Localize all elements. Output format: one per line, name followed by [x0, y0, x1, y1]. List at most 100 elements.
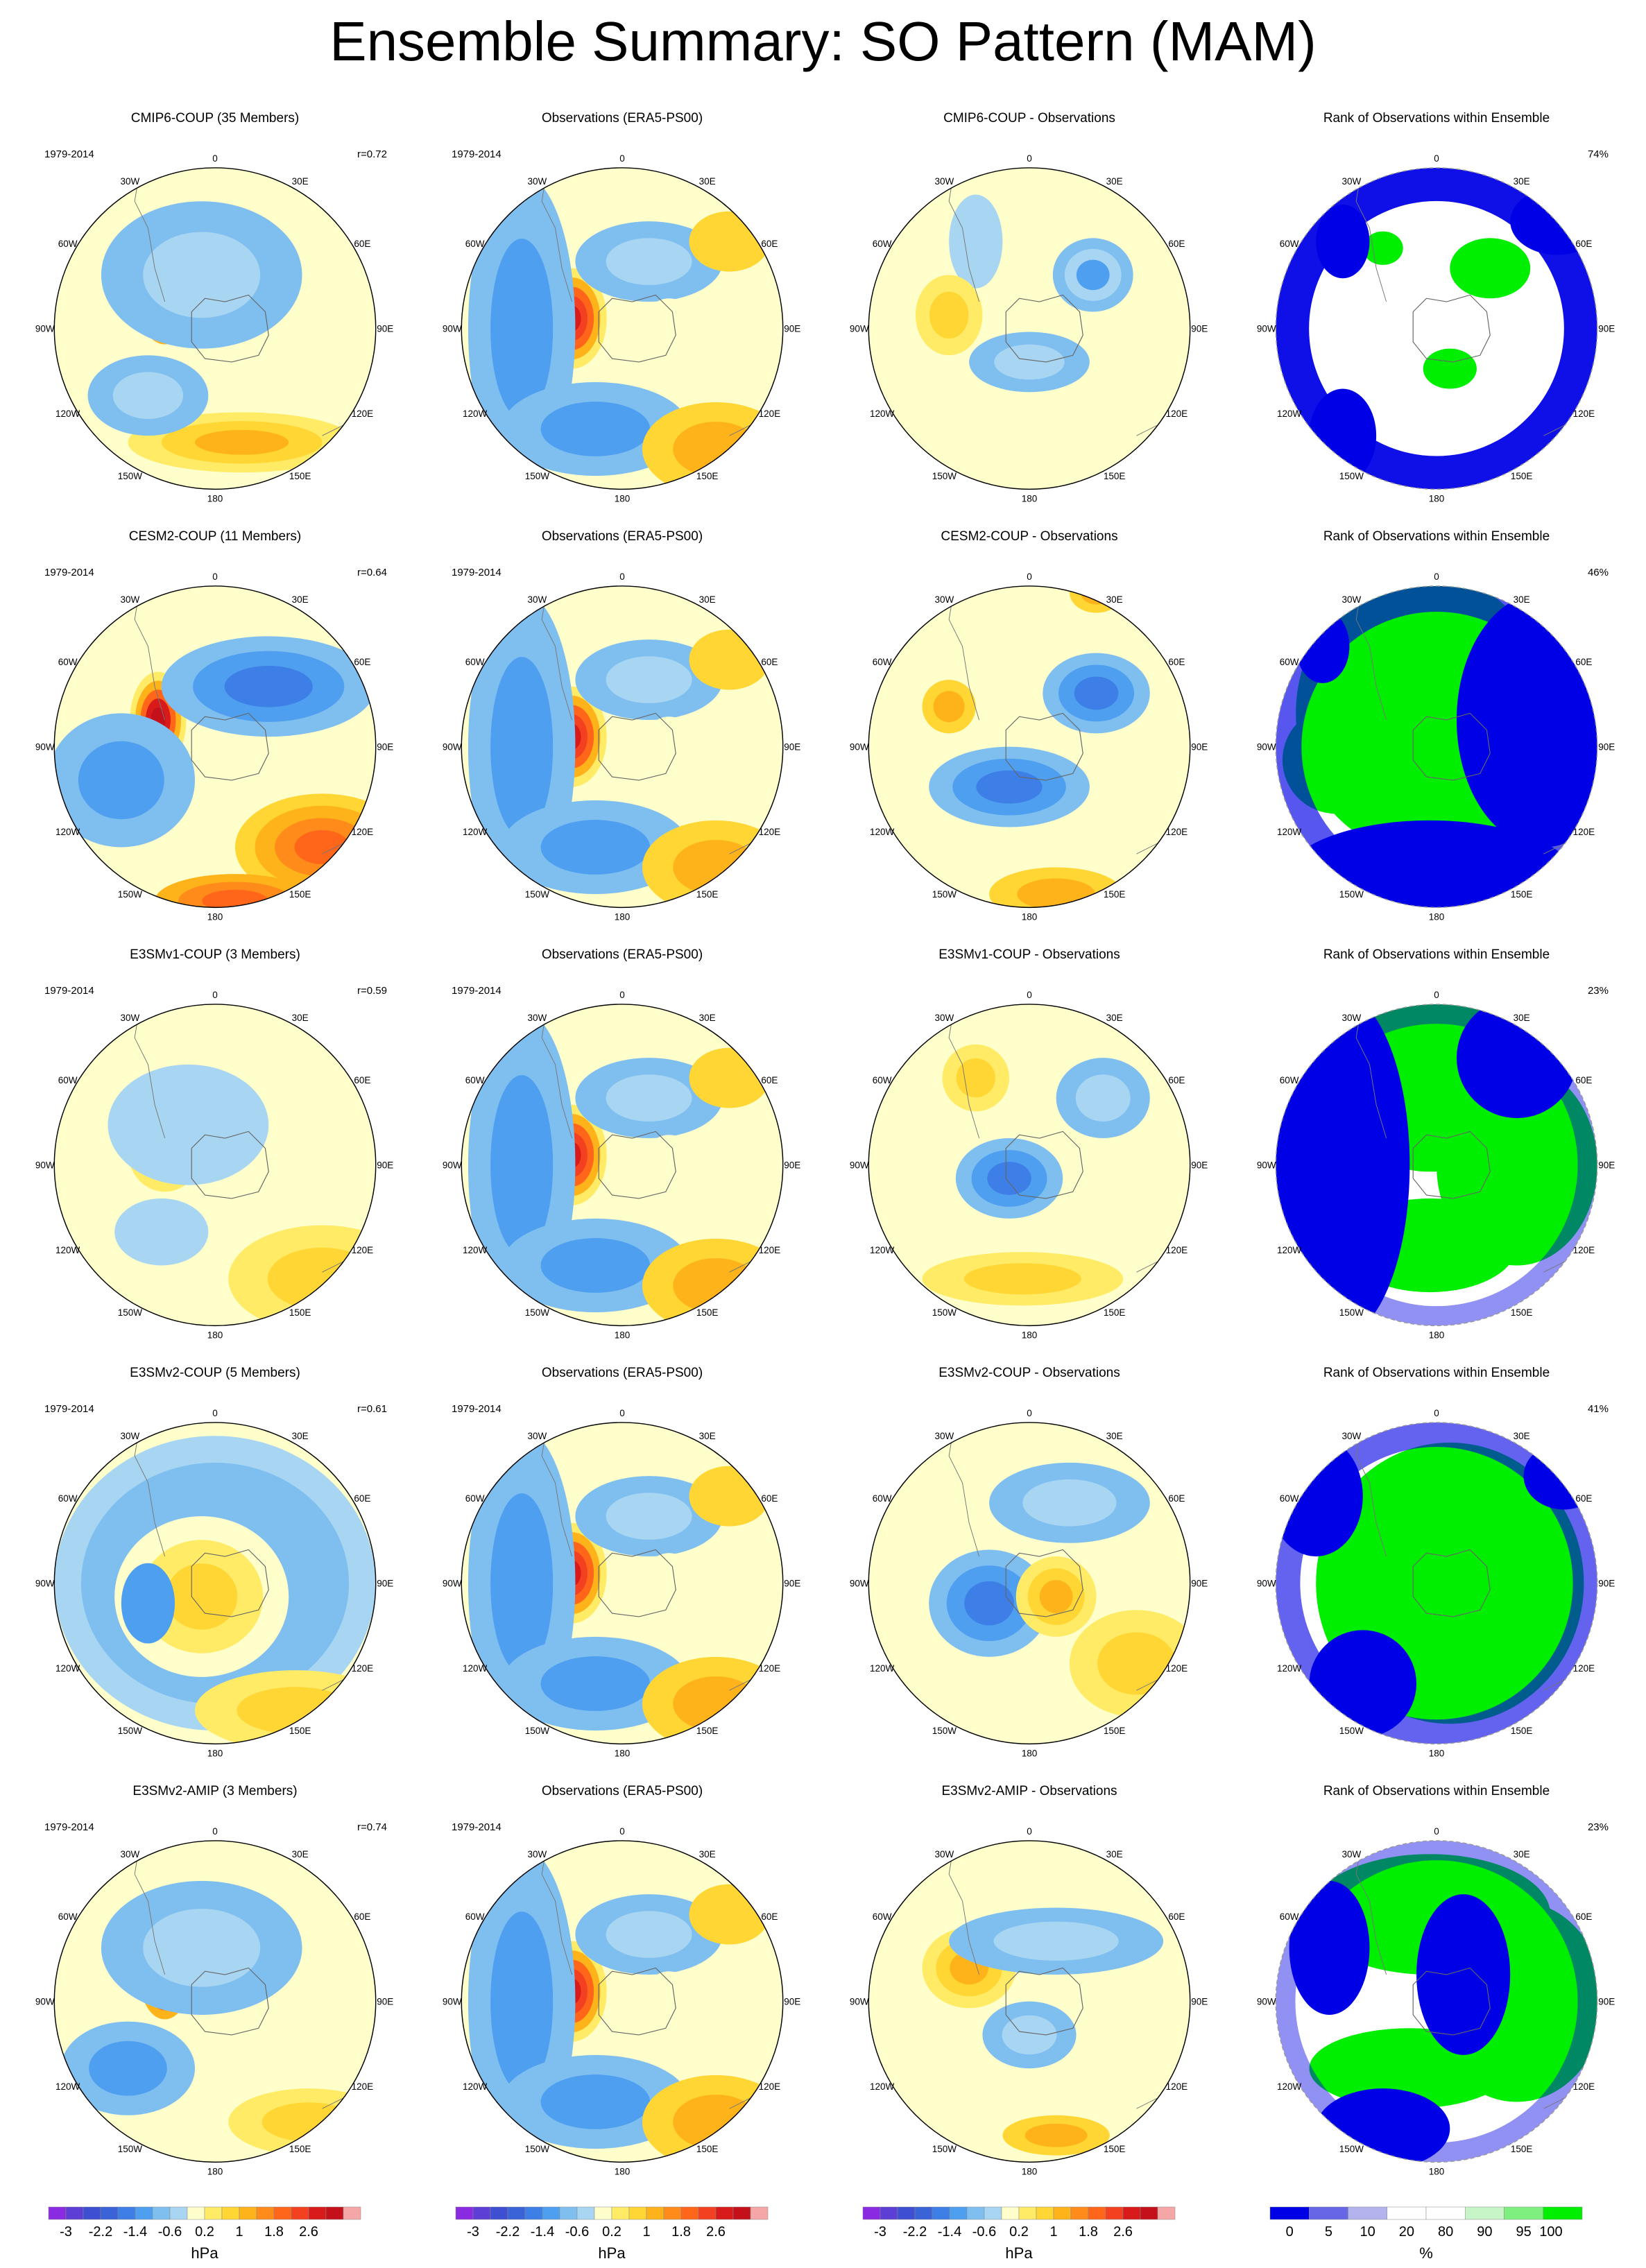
lon-label-30W: 30W — [527, 176, 547, 187]
lon-label-90E: 90E — [1598, 741, 1615, 752]
lon-label-150W: 150W — [1339, 1726, 1364, 1736]
contour-fill-1-2 — [976, 770, 1043, 804]
lon-label-150W: 150W — [932, 471, 957, 481]
panel-title: Observations (ERA5-PS00) — [541, 947, 703, 962]
colorbar-swatch-5 — [949, 2206, 968, 2220]
lon-label-90W: 90W — [850, 1578, 869, 1588]
lon-label-60W: 60W — [1280, 657, 1299, 667]
colorbar-swatch-8 — [594, 2206, 612, 2220]
colorbar-tick-5: 5 — [1325, 2224, 1332, 2240]
lon-label-120W: 120W — [55, 827, 80, 837]
panel-title: E3SMv1-COUP (3 Members) — [130, 947, 300, 962]
lon-label-90W: 90W — [1257, 323, 1276, 334]
lon-label-30E: 30E — [1514, 176, 1530, 187]
lon-label-30E: 30E — [699, 176, 716, 187]
colorbar-swatch-11 — [646, 2206, 665, 2220]
map-outline — [868, 585, 1191, 909]
lon-label-60E: 60E — [354, 1912, 370, 1922]
lon-label-30E: 30E — [1514, 1013, 1530, 1023]
colorbar-tick-90: 90 — [1477, 2224, 1492, 2240]
colorbar-tick-20: 20 — [1399, 2224, 1414, 2240]
lon-label-30E: 30E — [1514, 1849, 1530, 1859]
contour-fill-3-0 — [121, 1563, 175, 1644]
lon-label-0: 0 — [1434, 990, 1439, 1000]
lon-label-180: 180 — [207, 912, 223, 922]
lon-label-60W: 60W — [873, 1912, 892, 1922]
colorbar-swatch-0 — [1269, 2206, 1310, 2220]
lon-label-150E: 150E — [1104, 471, 1126, 481]
contour-fill-4-1 — [673, 1676, 760, 1731]
rank-region-high-1 — [1423, 348, 1477, 389]
antarctica-coastline — [598, 294, 676, 363]
lon-label-30W: 30W — [527, 594, 547, 605]
lon-label-0: 0 — [212, 1408, 218, 1418]
lon-label-60W: 60W — [465, 1075, 485, 1085]
lon-label-120E: 120E — [1166, 2081, 1188, 2092]
lon-label-180: 180 — [615, 1330, 631, 1341]
lon-label-90E: 90E — [1191, 741, 1208, 752]
lon-label-90W: 90W — [1257, 741, 1276, 752]
lon-label-120E: 120E — [1573, 1663, 1595, 1674]
panel-title: CESM2-COUP - Observations — [941, 529, 1118, 544]
lon-label-150E: 150E — [1104, 1307, 1126, 1318]
rank-region-high-0 — [1450, 238, 1531, 299]
lon-label-30W: 30W — [1341, 1849, 1361, 1859]
lon-label-60E: 60E — [354, 239, 370, 249]
panel-model-row-0: CMIP6-COUP (35 Members) 1979-2014 r=0.72 0 3… — [21, 111, 409, 527]
map-outline — [461, 1840, 784, 2163]
antarctica-coastline — [191, 1549, 269, 1617]
antarctica-coastline — [598, 1967, 676, 2036]
colorbar-swatch-9 — [611, 2206, 630, 2220]
map-outline — [53, 585, 377, 909]
lon-label-30W: 30W — [120, 1431, 139, 1441]
lon-label-60W: 60W — [58, 657, 78, 667]
polar-map: 0 30E 60E 90E 120E 150E 180 150W 120W 90W 60W 30W — [35, 1408, 393, 1758]
lon-label-60E: 60E — [1575, 657, 1592, 667]
lon-label-30E: 30E — [292, 594, 309, 605]
polar-map: 0 30E 60E 90E 120E 150E 180 150W 120W 90W 60W 30W — [1257, 1408, 1615, 1758]
lon-label-120E: 120E — [1166, 1245, 1188, 1255]
colorbar-tick--1.4: -1.4 — [123, 2224, 147, 2240]
lon-label-60W: 60W — [873, 1075, 892, 1085]
contour-fill-2-1 — [933, 691, 965, 723]
colorbar-unit: hPa — [1005, 2244, 1033, 2262]
panel-title: E3SMv2-AMIP (3 Members) — [132, 1784, 298, 1798]
contour-fill-1-1 — [143, 1909, 261, 1987]
lon-label-60E: 60E — [354, 1075, 370, 1085]
lon-label-30W: 30W — [934, 1013, 954, 1023]
contour-fill-2-1 — [606, 1074, 692, 1122]
period-label: 1979-2014 — [44, 1821, 94, 1833]
map-outline — [461, 1004, 784, 1327]
rank-edge-band — [1276, 167, 1597, 490]
contour-fill-4-2 — [202, 889, 268, 908]
lon-label-120E: 120E — [759, 1663, 781, 1674]
contour-fill-3-1 — [540, 2074, 651, 2129]
colorbar-swatch-3 — [914, 2206, 933, 2220]
lon-label-150W: 150W — [525, 1726, 550, 1736]
lon-label-150W: 150W — [118, 471, 143, 481]
lon-label-30E: 30E — [1514, 594, 1530, 605]
colorbar-tick-2.6: 2.6 — [299, 2224, 318, 2240]
lon-label-30E: 30E — [292, 1849, 309, 1859]
contour-fill-3-1 — [262, 2102, 356, 2142]
lon-label-30W: 30W — [1341, 1013, 1361, 1023]
map-outline — [53, 167, 377, 490]
map-outline — [868, 1004, 1191, 1327]
colorbar-tick-100: 100 — [1539, 2224, 1562, 2240]
colorbar-swatch-9 — [204, 2206, 223, 2220]
contour-fill-1-1 — [490, 1912, 554, 2092]
panel-title: CMIP6-COUP (35 Members) — [130, 111, 300, 126]
lon-label-90W: 90W — [443, 741, 462, 752]
lon-label-30W: 30W — [934, 1431, 954, 1441]
lon-label-90W: 90W — [35, 323, 55, 334]
panel-model-row-3: E3SMv2-COUP (5 Members) 1979-2014 r=0.61 0 3… — [21, 1366, 409, 1782]
lon-label-0: 0 — [619, 153, 625, 164]
period-label: 1979-2014 — [452, 567, 501, 578]
pressure-colorbar-1: -3 -2.2 -1.4 -0.6 0.2 1 1.8 2.6 hPa — [449, 2206, 775, 2268]
colorbar-tick-1: 1 — [235, 2224, 243, 2240]
polar-map: 0 30E 60E 90E 120E 150E 180 150W 120W 90W 60W 30W — [35, 153, 393, 504]
map-outline — [53, 1422, 377, 1745]
lon-label-150E: 150E — [696, 889, 719, 900]
lon-label-180: 180 — [1429, 2167, 1445, 2177]
contour-fill-2-2 — [166, 1563, 238, 1630]
